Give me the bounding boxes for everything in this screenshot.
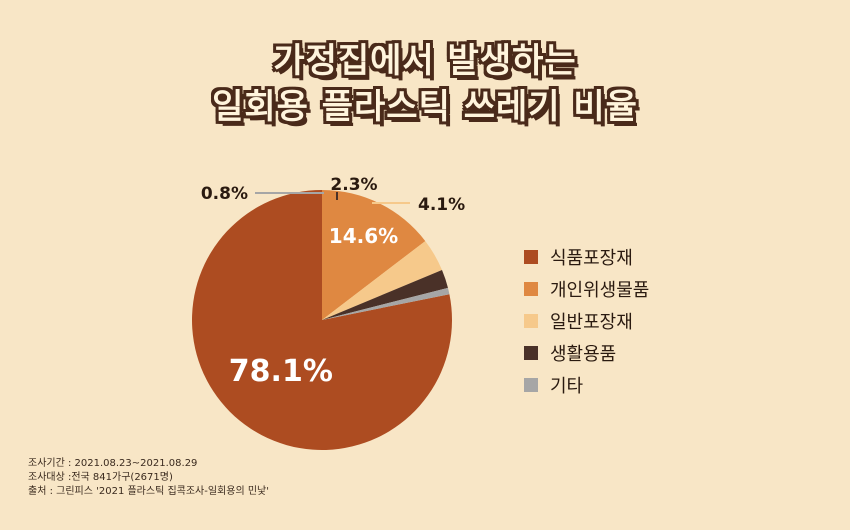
legend-swatch xyxy=(524,282,538,296)
source-notes: 조사기간 : 2021.08.23~2021.08.29 조사대상 :전국 84… xyxy=(28,457,269,499)
legend-label: 개인위생물품 xyxy=(550,280,650,301)
legend: 식품포장재 개인위생물품 일반포장재 생활용품 기타 xyxy=(524,241,649,401)
slice-data-label: 4.1% xyxy=(418,195,465,215)
title-line-1: 가정집에서 발생하는 xyxy=(273,41,577,81)
legend-swatch xyxy=(524,314,538,328)
pie-slice xyxy=(322,241,443,320)
slice-data-label: 2.3% xyxy=(330,175,377,195)
legend-item: 개인위생물품 xyxy=(524,273,649,305)
legend-swatch xyxy=(524,250,538,264)
pie-slice xyxy=(322,270,448,320)
legend-item: 식품포장재 xyxy=(524,241,649,273)
legend-swatch xyxy=(524,346,538,360)
source-note: 출처 : 그린피스 '2021 플라스틱 집콕조사-일회용의 민낯' xyxy=(28,486,269,497)
pie-slice xyxy=(322,190,426,320)
chart-title: 가정집에서 발생하는 일회용 플라스틱 쓰레기 비율 xyxy=(0,38,850,130)
survey-period-note: 조사기간 : 2021.08.23~2021.08.29 xyxy=(28,458,198,469)
slice-data-label: 78.1% xyxy=(229,354,333,389)
survey-target-note: 조사대상 :전국 841가구(2671명) xyxy=(28,472,173,483)
legend-item: 기타 xyxy=(524,369,649,401)
legend-item: 일반포장재 xyxy=(524,305,649,337)
legend-label: 식품포장재 xyxy=(550,248,633,269)
legend-label: 일반포장재 xyxy=(550,312,633,333)
title-line-2: 일회용 플라스틱 쓰레기 비율 xyxy=(212,87,638,127)
legend-swatch xyxy=(524,378,538,392)
pie-slice xyxy=(322,287,450,320)
legend-label: 생활용품 xyxy=(550,344,617,365)
legend-label: 기타 xyxy=(550,376,584,397)
legend-item: 생활용품 xyxy=(524,337,649,369)
slice-data-label: 14.6% xyxy=(329,224,398,248)
slice-data-label: 0.8% xyxy=(201,184,248,204)
